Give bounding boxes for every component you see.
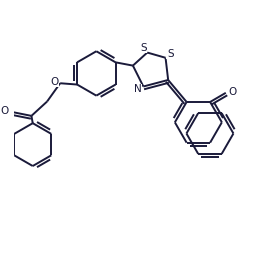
Text: O: O (50, 77, 59, 87)
Text: N: N (134, 84, 142, 94)
Text: O: O (228, 87, 237, 97)
Text: S: S (140, 43, 147, 53)
Text: O: O (0, 106, 9, 116)
Text: S: S (167, 49, 173, 59)
